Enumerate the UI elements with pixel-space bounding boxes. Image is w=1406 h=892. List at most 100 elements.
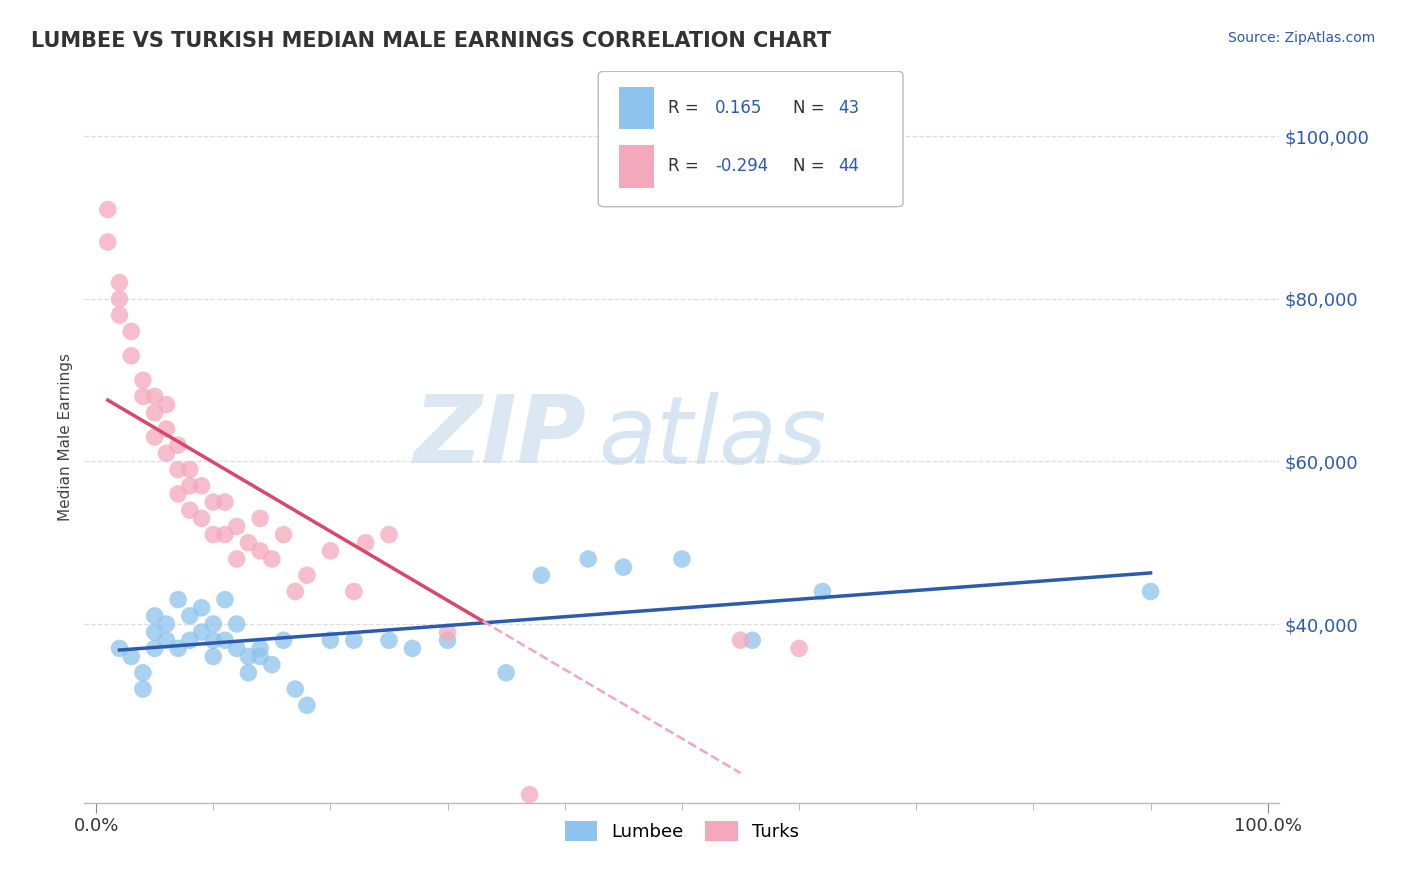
Point bbox=[179, 503, 201, 517]
Text: ZIP: ZIP bbox=[413, 391, 586, 483]
Text: R =: R = bbox=[668, 99, 703, 117]
Point bbox=[378, 527, 401, 541]
Point bbox=[238, 665, 260, 680]
Point bbox=[249, 511, 271, 525]
Point bbox=[519, 788, 541, 802]
Point bbox=[741, 633, 763, 648]
Point bbox=[143, 389, 166, 403]
Point bbox=[143, 430, 166, 444]
Point bbox=[120, 649, 142, 664]
Point bbox=[225, 519, 247, 533]
Point bbox=[319, 633, 342, 648]
Point bbox=[155, 422, 177, 436]
Point bbox=[120, 325, 142, 339]
Point bbox=[132, 389, 155, 403]
Point bbox=[179, 633, 201, 648]
Point bbox=[120, 349, 142, 363]
Point bbox=[495, 665, 517, 680]
Point bbox=[190, 625, 212, 640]
FancyBboxPatch shape bbox=[599, 71, 903, 207]
Text: -0.294: -0.294 bbox=[716, 158, 769, 176]
Point bbox=[190, 479, 212, 493]
Point bbox=[108, 276, 131, 290]
Point bbox=[214, 527, 236, 541]
Point bbox=[671, 552, 693, 566]
Point bbox=[378, 633, 401, 648]
Point bbox=[238, 649, 260, 664]
Point bbox=[214, 633, 236, 648]
Point bbox=[167, 487, 190, 501]
Legend: Lumbee, Turks: Lumbee, Turks bbox=[557, 814, 807, 848]
Point bbox=[354, 535, 377, 549]
Point bbox=[530, 568, 553, 582]
Point bbox=[436, 633, 458, 648]
Point bbox=[132, 665, 155, 680]
Point bbox=[179, 462, 201, 476]
Point bbox=[225, 641, 247, 656]
FancyBboxPatch shape bbox=[619, 145, 654, 187]
Point bbox=[343, 633, 366, 648]
Point bbox=[108, 641, 131, 656]
Text: 0.165: 0.165 bbox=[716, 99, 762, 117]
Point bbox=[319, 544, 342, 558]
Point bbox=[97, 202, 120, 217]
Point bbox=[97, 235, 120, 249]
Text: R =: R = bbox=[668, 158, 703, 176]
Point bbox=[190, 511, 212, 525]
FancyBboxPatch shape bbox=[619, 87, 654, 129]
Point bbox=[179, 608, 201, 623]
Point bbox=[730, 633, 752, 648]
Point bbox=[202, 495, 225, 509]
Point bbox=[202, 527, 225, 541]
Point bbox=[167, 592, 190, 607]
Point bbox=[260, 657, 283, 672]
Point bbox=[225, 552, 247, 566]
Point bbox=[225, 617, 247, 632]
Point bbox=[295, 568, 318, 582]
Point bbox=[436, 625, 458, 640]
Point bbox=[155, 446, 177, 460]
Point bbox=[214, 495, 236, 509]
Point bbox=[108, 292, 131, 306]
Point bbox=[167, 641, 190, 656]
Point bbox=[214, 592, 236, 607]
Point bbox=[190, 600, 212, 615]
Point bbox=[787, 641, 810, 656]
Point bbox=[576, 552, 599, 566]
Point bbox=[284, 584, 307, 599]
Point bbox=[273, 633, 295, 648]
Point bbox=[249, 649, 271, 664]
Text: N =: N = bbox=[793, 99, 830, 117]
Y-axis label: Median Male Earnings: Median Male Earnings bbox=[58, 353, 73, 521]
Text: LUMBEE VS TURKISH MEDIAN MALE EARNINGS CORRELATION CHART: LUMBEE VS TURKISH MEDIAN MALE EARNINGS C… bbox=[31, 31, 831, 51]
Point bbox=[202, 649, 225, 664]
Point bbox=[401, 641, 423, 656]
Point bbox=[167, 438, 190, 452]
Text: atlas: atlas bbox=[599, 392, 827, 483]
Point bbox=[811, 584, 834, 599]
Point bbox=[143, 406, 166, 420]
Point bbox=[238, 535, 260, 549]
Point bbox=[132, 373, 155, 387]
Point bbox=[143, 641, 166, 656]
Point bbox=[202, 617, 225, 632]
Point bbox=[108, 308, 131, 322]
Point bbox=[155, 633, 177, 648]
Point bbox=[155, 398, 177, 412]
Point bbox=[273, 527, 295, 541]
Point bbox=[179, 479, 201, 493]
Point bbox=[155, 617, 177, 632]
Point bbox=[284, 681, 307, 696]
Point bbox=[612, 560, 634, 574]
Text: 43: 43 bbox=[838, 99, 859, 117]
Point bbox=[132, 681, 155, 696]
Text: N =: N = bbox=[793, 158, 830, 176]
Point bbox=[260, 552, 283, 566]
Point bbox=[295, 698, 318, 713]
Point bbox=[343, 584, 366, 599]
Point bbox=[202, 633, 225, 648]
Point bbox=[1139, 584, 1161, 599]
Text: Source: ZipAtlas.com: Source: ZipAtlas.com bbox=[1227, 31, 1375, 45]
Point bbox=[167, 462, 190, 476]
Point bbox=[249, 641, 271, 656]
